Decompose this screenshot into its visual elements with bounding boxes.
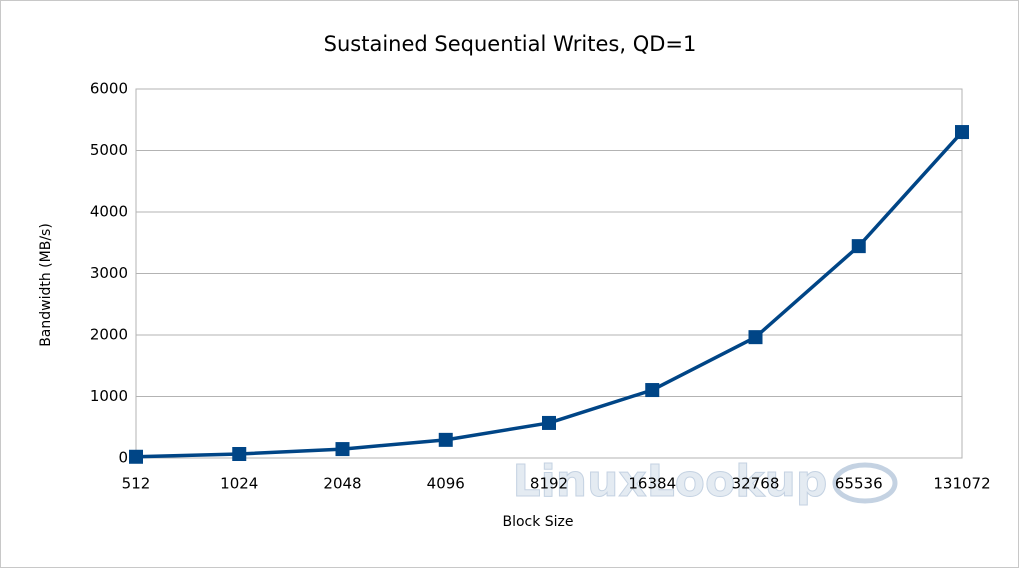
- marker: [129, 449, 143, 464]
- marker: [955, 125, 969, 140]
- marker: [438, 432, 453, 447]
- x-tick-label: 8192: [530, 475, 568, 493]
- chart-title: Sustained Sequential Writes, QD=1: [324, 32, 697, 56]
- y-axis-title: Bandwidth (MB/s): [38, 223, 54, 347]
- x-tick-label: 4096: [427, 475, 465, 493]
- watermark-logo: [832, 462, 898, 504]
- y-tick-label: 3000: [90, 264, 128, 282]
- y-tick-label: 5000: [90, 141, 128, 159]
- x-tick-label: 1024: [220, 475, 258, 493]
- marker: [748, 330, 763, 345]
- watermark: LinuxLookup: [513, 456, 828, 507]
- x-tick-label: 2048: [323, 475, 361, 493]
- marker: [542, 415, 556, 430]
- y-tick-label: 4000: [90, 203, 128, 221]
- marker: [232, 447, 247, 462]
- marker: [851, 239, 866, 254]
- marker: [335, 442, 350, 457]
- marker: [645, 383, 660, 398]
- x-tick-label: 32768: [732, 475, 780, 493]
- x-tick-label: 16384: [628, 475, 676, 493]
- x-tick-label: 131072: [933, 475, 990, 493]
- y-tick-label: 0: [118, 449, 128, 467]
- y-tick-label: 2000: [90, 326, 128, 344]
- y-tick-label: 6000: [90, 80, 128, 98]
- x-axis-title: Block Size: [502, 514, 573, 530]
- x-tick-label: 512: [122, 475, 151, 493]
- x-tick-label: 65536: [835, 475, 883, 493]
- y-tick-label: 1000: [90, 387, 128, 405]
